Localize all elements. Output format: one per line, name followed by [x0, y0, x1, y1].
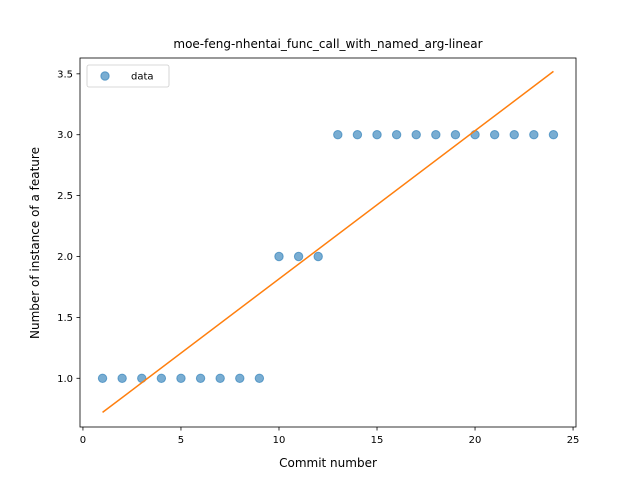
- y-tick-label: 2.0: [57, 252, 73, 263]
- fit-line: [102, 70, 554, 413]
- data-point: [195, 373, 206, 383]
- data-point: [274, 251, 284, 262]
- data-point: [156, 373, 167, 383]
- data-point: [235, 373, 245, 383]
- data-point: [529, 130, 539, 140]
- y-tick-label: 1.0: [57, 374, 73, 385]
- data-point: [313, 251, 323, 262]
- chart-title: moe-feng-nhentai_func_call_with_named_ar…: [173, 37, 482, 51]
- data-point: [254, 373, 265, 383]
- x-tick-label: 20: [469, 435, 482, 446]
- plot-area: 0 5 10 15 20 25 1.0 1.5 2.0 2.5 3.0 3.5: [57, 57, 580, 446]
- x-tick-label: 5: [178, 435, 184, 446]
- y-tick-label: 1.5: [57, 313, 73, 324]
- data-point: [470, 130, 480, 140]
- y-tick-label: 2.5: [57, 191, 73, 202]
- x-tick-label: 10: [273, 435, 286, 446]
- x-tick-label: 15: [371, 435, 384, 446]
- legend: data: [86, 64, 170, 88]
- legend-box: [86, 64, 170, 88]
- data-point: [391, 130, 402, 140]
- legend-label: data: [131, 72, 154, 83]
- data-point: [333, 130, 343, 140]
- data-point: [176, 373, 186, 383]
- x-tick-label: 0: [80, 435, 86, 446]
- data-point: [509, 130, 519, 140]
- data-point: [372, 130, 382, 140]
- data-point: [293, 251, 304, 262]
- data-point: [117, 373, 127, 383]
- y-tick-label: 3.0: [57, 130, 73, 141]
- y-tick-label: 3.5: [57, 69, 73, 80]
- data-point: [352, 130, 363, 140]
- x-axis-title: Commit number: [279, 456, 377, 470]
- axes-frame: [79, 57, 577, 428]
- legend-marker: [100, 71, 110, 81]
- data-point: [411, 130, 421, 140]
- data-point: [215, 373, 225, 383]
- x-tick-label: 25: [567, 435, 580, 446]
- data-point: [450, 130, 461, 140]
- data-point: [548, 130, 559, 140]
- y-axis-title: Number of instance of a feature: [28, 147, 42, 339]
- data-point: [489, 130, 500, 140]
- data-point: [97, 373, 108, 383]
- data-point: [431, 130, 441, 140]
